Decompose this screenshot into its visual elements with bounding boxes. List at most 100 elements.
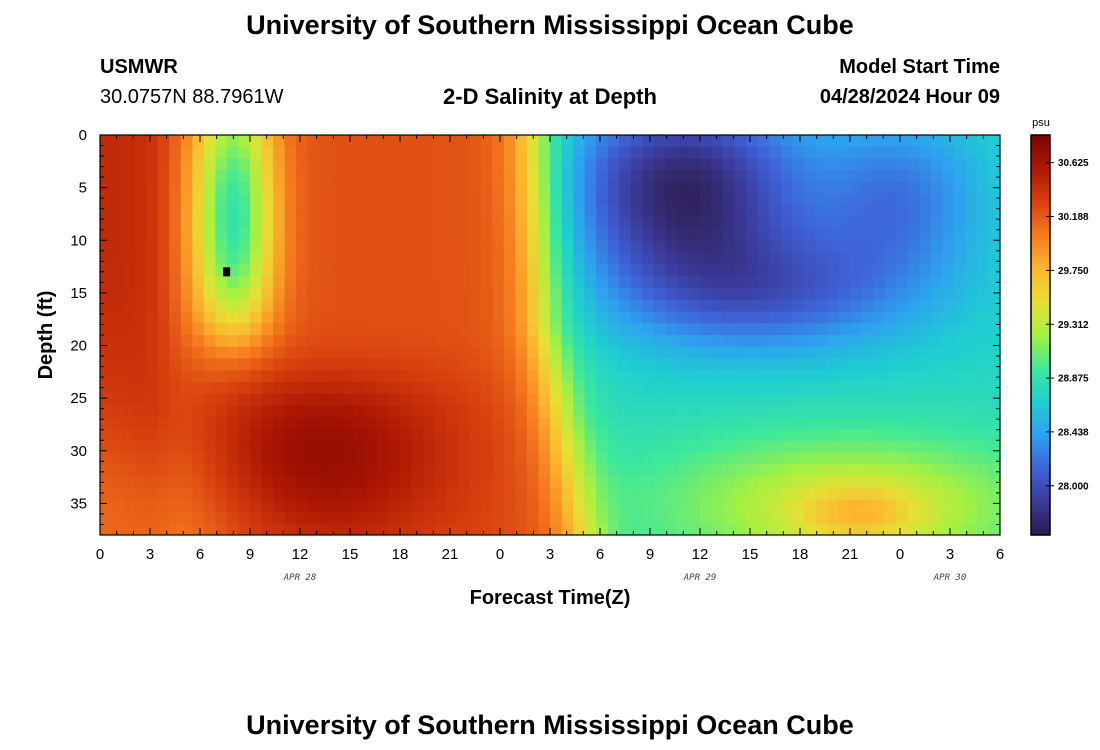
- heatmap-cell: [826, 464, 840, 477]
- heatmap-cell: [746, 499, 759, 513]
- heatmap-cell: [388, 276, 401, 289]
- heatmap-cell: [850, 229, 863, 242]
- heatmap-cell: [803, 135, 816, 148]
- heatmap-cell: [850, 452, 863, 466]
- heatmap-cell: [423, 476, 436, 489]
- heatmap-cell: [400, 240, 413, 254]
- heatmap-cell: [296, 170, 309, 183]
- heatmap-cell: [596, 240, 609, 254]
- heatmap-cell: [538, 370, 551, 383]
- heatmap-cell: [642, 499, 655, 513]
- heatmap-cell: [642, 264, 655, 277]
- heatmap-cell: [596, 346, 609, 360]
- heatmap-cell: [157, 217, 170, 230]
- heatmap-cell: [607, 240, 620, 254]
- heatmap-cell: [526, 464, 540, 477]
- heatmap-cell: [596, 229, 609, 242]
- heatmap-cell: [792, 476, 805, 489]
- heatmap-cell: [815, 382, 828, 395]
- heatmap-cell: [746, 170, 759, 183]
- heatmap-cell: [411, 229, 424, 242]
- heatmap-cell: [769, 523, 782, 535]
- heatmap-cell: [838, 240, 851, 254]
- heatmap-cell: [365, 229, 378, 242]
- heatmap-cell: [423, 182, 436, 195]
- heatmap-cell: [457, 417, 470, 430]
- heatmap-cell: [192, 323, 205, 336]
- heatmap-cell: [711, 429, 724, 442]
- heatmap-cell: [134, 252, 147, 266]
- heatmap-cell: [769, 311, 782, 324]
- heatmap-cell: [607, 393, 620, 407]
- heatmap-cell: [342, 229, 355, 242]
- heatmap-cell: [734, 370, 747, 383]
- heatmap-cell: [503, 370, 516, 383]
- heatmap-cell: [573, 476, 586, 489]
- heatmap-cell: [873, 205, 886, 218]
- heatmap-cell: [446, 252, 459, 266]
- heatmap-cell: [273, 146, 286, 160]
- heatmap-cell: [446, 170, 459, 183]
- heatmap-cell: [446, 417, 459, 430]
- heatmap-cell: [250, 311, 263, 324]
- heatmap-cell: [446, 487, 459, 501]
- heatmap-cell: [146, 452, 159, 466]
- heatmap-cell: [573, 487, 586, 501]
- heatmap-cell: [884, 217, 897, 230]
- heatmap-cell: [826, 299, 840, 313]
- heatmap-cell: [607, 335, 620, 348]
- heatmap-cell: [411, 311, 424, 324]
- heatmap-cell: [226, 158, 240, 171]
- heatmap-cell: [988, 499, 1000, 513]
- heatmap-cell: [676, 182, 690, 195]
- heatmap-cell: [873, 217, 886, 230]
- heatmap-cell: [192, 287, 205, 301]
- heatmap-cell: [815, 358, 828, 371]
- heatmap-cell: [261, 464, 274, 477]
- heatmap-cell: [734, 135, 747, 148]
- heatmap-cell: [550, 511, 563, 524]
- heatmap-cell: [446, 370, 459, 383]
- x-tick-label: 6: [196, 546, 204, 563]
- heatmap-cell: [965, 287, 978, 301]
- heatmap-cell: [203, 311, 216, 324]
- heatmap-cell: [700, 523, 713, 535]
- heatmap-cell: [423, 205, 436, 218]
- heatmap-cell: [965, 511, 978, 524]
- heatmap-cell: [619, 440, 632, 454]
- heatmap-cell: [884, 170, 897, 183]
- heatmap-cell: [157, 229, 170, 242]
- heatmap-cell: [330, 146, 343, 160]
- heatmap-cell: [792, 393, 805, 407]
- heatmap-cell: [111, 370, 124, 383]
- heatmap-cell: [411, 252, 424, 266]
- heatmap-cell: [250, 464, 263, 477]
- heatmap-cell: [976, 358, 990, 371]
- heatmap-cell: [561, 217, 574, 230]
- heatmap-cell: [203, 440, 216, 454]
- heatmap-cell: [169, 229, 182, 242]
- heatmap-cell: [561, 205, 574, 218]
- heatmap-cell: [688, 205, 701, 218]
- heatmap-cell: [365, 452, 378, 466]
- heatmap-cell: [434, 170, 447, 183]
- heatmap-cell: [146, 370, 159, 383]
- heatmap-cell: [930, 217, 943, 230]
- heatmap-cell: [884, 346, 897, 360]
- heatmap-cell: [769, 382, 782, 395]
- heatmap-cell: [157, 370, 170, 383]
- heatmap-cell: [411, 205, 424, 218]
- heatmap-cell: [873, 229, 886, 242]
- heatmap-cell: [457, 335, 470, 348]
- heatmap-cell: [238, 499, 251, 513]
- heatmap-cell: [965, 229, 978, 242]
- heatmap-cell: [734, 464, 747, 477]
- heatmap-cell: [215, 205, 228, 218]
- heatmap-cell: [700, 193, 713, 207]
- heatmap-cell: [238, 170, 251, 183]
- heatmap-cell: [665, 370, 678, 383]
- heatmap-cell: [826, 335, 840, 348]
- heatmap-cell: [815, 323, 828, 336]
- heatmap-cell: [353, 158, 366, 171]
- heatmap-cell: [400, 452, 413, 466]
